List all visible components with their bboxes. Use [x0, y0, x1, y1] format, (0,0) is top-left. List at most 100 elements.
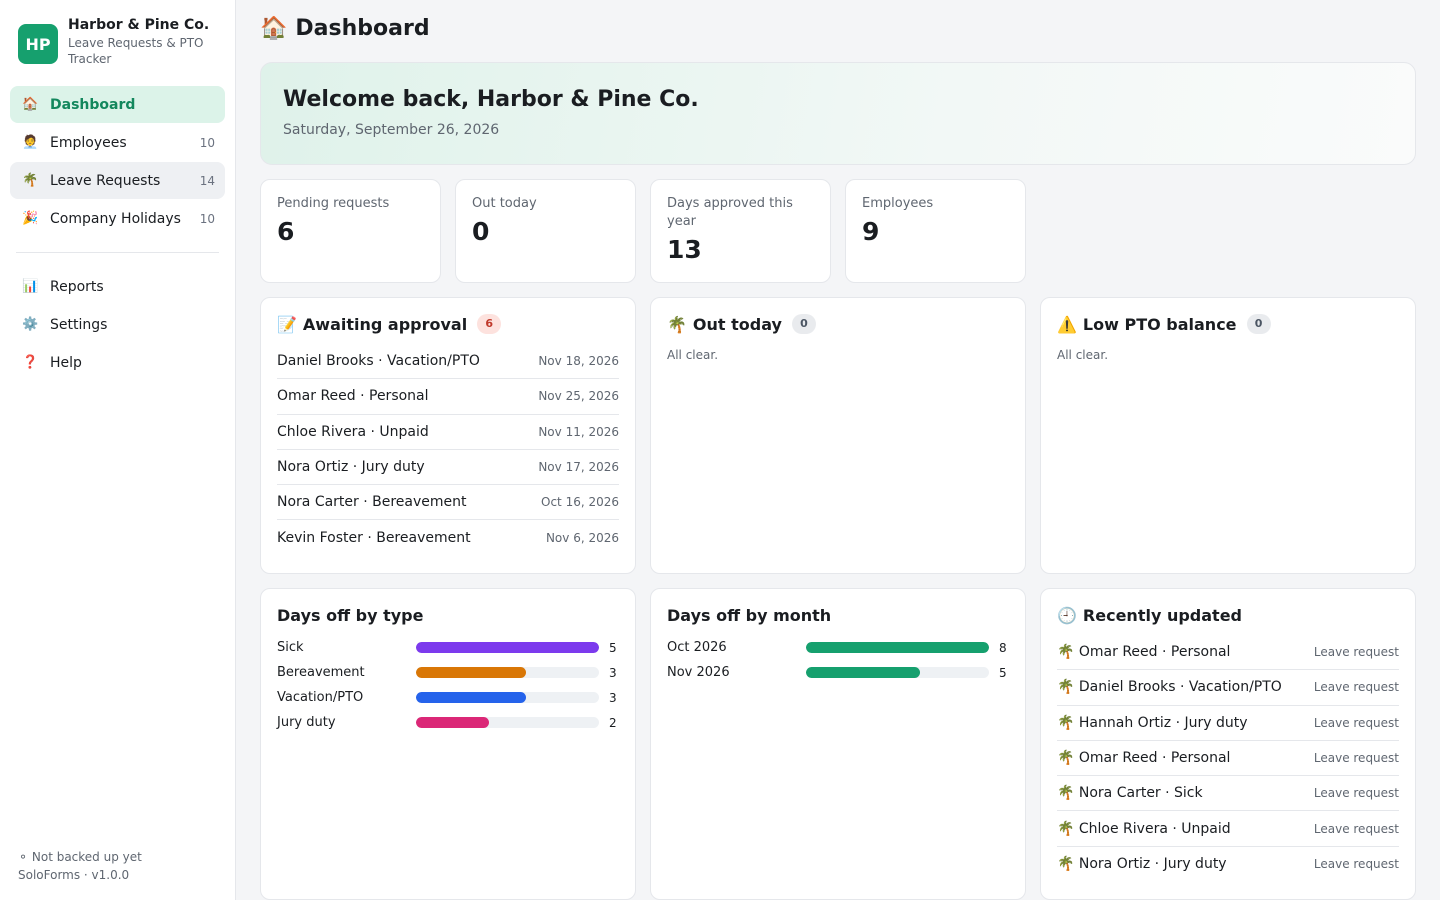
sidebar-item-label: Settings — [50, 316, 108, 333]
list-item[interactable]: Daniel Brooks · Vacation/PTO Nov 18, 2026 — [277, 344, 619, 380]
item-text: Nora Carter · Sick — [1078, 785, 1203, 802]
employee-icon: 🧑‍💼 — [22, 135, 39, 150]
bar-track — [416, 667, 600, 678]
brand: HP Harbor & Pine Co. Leave Requests & PT… — [18, 16, 218, 67]
list-item[interactable]: Nora Ortiz · Jury duty Nov 17, 2026 — [277, 450, 619, 486]
item-meta: Leave request — [1313, 751, 1399, 766]
sidebar-item-label: Help — [50, 354, 82, 371]
list-item[interactable]: Omar Reed · Personal Nov 25, 2026 — [277, 379, 619, 415]
sidebar-item-reports[interactable]: 📊 Reports — [10, 268, 225, 305]
item-text: Chloe Rivera · Unpaid — [277, 423, 429, 440]
sidebar-item-label: Dashboard — [50, 96, 136, 113]
stat-value: 0 — [472, 217, 490, 246]
bar-label: Jury duty — [277, 715, 336, 730]
sidebar-item-dashboard[interactable]: 🏠 Dashboard — [10, 86, 225, 123]
stat-out-today[interactable]: Out today 0 — [455, 179, 636, 283]
card-title-text: Out today — [692, 314, 782, 334]
brand-subtitle: Leave Requests & PTO Tracker — [68, 36, 204, 66]
item-text: Hannah Ortiz · Jury duty — [1078, 714, 1248, 731]
bar — [416, 717, 490, 728]
bar-value: 2 — [609, 715, 617, 730]
app-version: SoloForms · v1.0.0 — [18, 868, 130, 882]
list-item[interactable]: Nora Carter · Bereavement Oct 16, 2026 — [277, 485, 619, 521]
stat-days-approved[interactable]: Days approved this year 13 — [650, 179, 831, 283]
item-text: Nora Carter · Bereavement — [277, 494, 467, 511]
item-text: Nora Ortiz · Jury duty — [1078, 856, 1227, 873]
nav-divider — [16, 252, 219, 253]
stat-value: 13 — [667, 235, 702, 264]
count-badge: 0 — [791, 314, 816, 334]
card-title: ⚠️ Low PTO balance 0 — [1057, 314, 1399, 334]
palm-tree-icon: 🌴 — [667, 314, 687, 334]
item-meta: Leave request — [1313, 680, 1399, 695]
list-item[interactable]: 🌴 Omar Reed · Personal Leave request — [1057, 741, 1399, 777]
days-off-by-month-card: Days off by month Oct 2026 8 Nov 2026 5 — [650, 588, 1026, 900]
question-icon: ❓ — [22, 355, 39, 370]
sidebar-nav: 🏠 Dashboard 🧑‍💼 Employees 10 🌴 Leave Req… — [10, 86, 225, 382]
stat-pending-requests[interactable]: Pending requests 6 — [260, 179, 441, 283]
sidebar-item-count: 14 — [199, 173, 215, 188]
item-text: Nora Ortiz · Jury duty — [277, 459, 425, 476]
card-title: 🌴 Out today 0 — [667, 314, 1009, 334]
bar-label: Nov 2026 — [667, 665, 730, 680]
stat-employees[interactable]: Employees 9 — [845, 179, 1026, 283]
sidebar-item-label: Employees — [50, 134, 127, 151]
sidebar-footer: ⚬ Not backed up yet SoloForms · v1.0.0 — [18, 848, 142, 884]
days-off-by-type-card: Days off by type Sick 5 Bereavement 3 Vacati… — [260, 588, 636, 900]
item-text: Chloe Rivera · Unpaid — [1078, 820, 1231, 837]
list-item[interactable]: 🌴 Nora Carter · Sick Leave request — [1057, 776, 1399, 812]
list-item[interactable]: 🌴 Chloe Rivera · Unpaid Leave request — [1057, 811, 1399, 847]
palm-tree-icon: 🌴 — [1057, 750, 1075, 767]
memo-icon: 📝 — [277, 314, 297, 334]
bar-value: 5 — [999, 665, 1007, 680]
palm-tree-icon: 🌴 — [1057, 679, 1075, 696]
bar-value: 3 — [609, 665, 617, 680]
item-date: Nov 17, 2026 — [538, 460, 619, 475]
list-item[interactable]: Kevin Foster · Bereavement Nov 6, 2026 — [277, 520, 619, 555]
bar-track — [416, 692, 600, 703]
sidebar-item-company-holidays[interactable]: 🎉 Company Holidays 10 — [10, 200, 225, 237]
stat-label: Pending requests — [277, 196, 390, 211]
stat-label: Employees — [862, 196, 934, 211]
awaiting-list: Daniel Brooks · Vacation/PTO Nov 18, 2026… — [277, 344, 619, 556]
item-text: Omar Reed · Personal — [1078, 750, 1231, 767]
stat-label: Out today — [472, 196, 537, 211]
page-title: 🏠 Dashboard — [260, 16, 430, 41]
brand-name: Harbor & Pine Co. — [68, 17, 210, 33]
sidebar-item-leave-requests[interactable]: 🌴 Leave Requests 14 — [10, 162, 225, 199]
palm-tree-icon: 🌴 — [1057, 820, 1075, 837]
item-date: Nov 6, 2026 — [545, 531, 619, 546]
bar-label: Oct 2026 — [667, 640, 727, 655]
list-item[interactable]: Chloe Rivera · Unpaid Nov 11, 2026 — [277, 415, 619, 450]
item-text: Kevin Foster · Bereavement — [277, 530, 471, 547]
sidebar-item-employees[interactable]: 🧑‍💼 Employees 10 — [10, 124, 225, 161]
item-text: Daniel Brooks · Vacation/PTO — [277, 353, 480, 370]
card-title-text: Awaiting approval — [302, 314, 468, 334]
list-item[interactable]: 🌴 Hannah Ortiz · Jury duty Leave request — [1057, 706, 1399, 741]
awaiting-approval-card: 📝 Awaiting approval 6 Daniel Brooks · Va… — [260, 297, 636, 574]
welcome-title: Welcome back, Harbor & Pine Co. — [283, 87, 699, 112]
bar-row: Nov 2026 5 — [667, 660, 1009, 685]
bar-row: Sick 5 — [277, 635, 619, 660]
list-item[interactable]: 🌴 Nora Ortiz · Jury duty Leave request — [1057, 847, 1399, 882]
item-date: Nov 18, 2026 — [538, 354, 619, 369]
page-title-text: Dashboard — [295, 16, 430, 41]
bar-label: Bereavement — [277, 665, 365, 680]
card-title: Days off by month — [667, 605, 832, 625]
sidebar-item-label: Reports — [50, 278, 104, 295]
sidebar-item-settings[interactable]: ⚙️ Settings — [10, 306, 225, 343]
out-today-card: 🌴 Out today 0 All clear. — [650, 297, 1026, 574]
sidebar: HP Harbor & Pine Co. Leave Requests & PT… — [0, 0, 236, 900]
days-off-by-type-chart: Sick 5 Bereavement 3 Vacation/PTO 3 Jury duty 2 — [277, 635, 619, 735]
bar-label: Sick — [277, 640, 304, 655]
count-badge: 6 — [477, 314, 502, 334]
item-text: Omar Reed · Personal — [277, 388, 429, 405]
stat-value: 9 — [862, 217, 880, 246]
sidebar-item-help[interactable]: ❓ Help — [10, 344, 225, 381]
bar-track — [806, 642, 990, 653]
item-date: Oct 16, 2026 — [541, 495, 619, 510]
list-item[interactable]: 🌴 Omar Reed · Personal Leave request — [1057, 635, 1399, 671]
bar — [416, 642, 600, 653]
list-item[interactable]: 🌴 Daniel Brooks · Vacation/PTO Leave requ… — [1057, 670, 1399, 706]
bar — [416, 692, 526, 703]
